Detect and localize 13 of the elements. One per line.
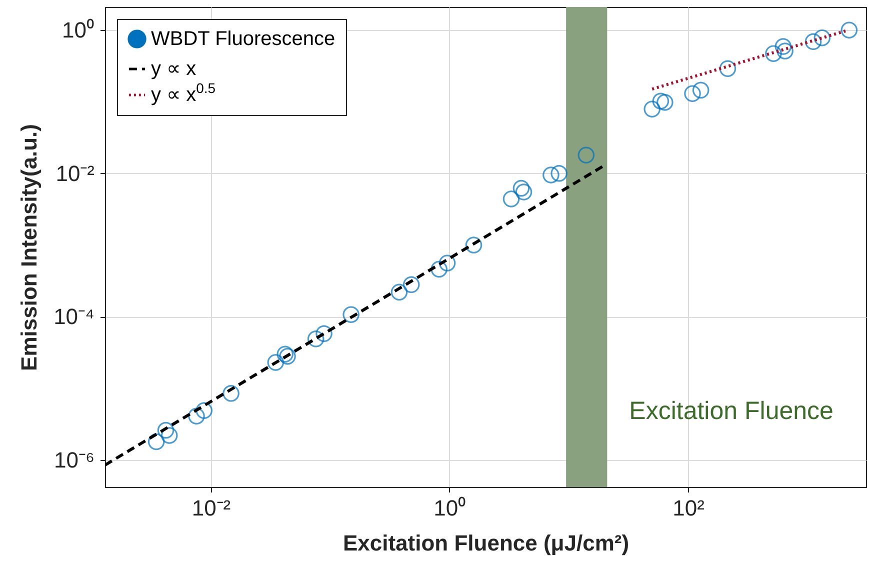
y-axis-title: Emission Intensity(a.u.) <box>16 124 42 371</box>
band-label: Excitation Fluence <box>629 397 834 425</box>
y-tick-label: 10⁰ <box>62 18 94 43</box>
x-axis-title: Excitation Fluence (μJ/cm²) <box>342 530 630 556</box>
y-tick-label: 10⁻² <box>56 160 94 186</box>
x-tick-label: 10⁰ <box>434 496 466 520</box>
legend-label: y ∝ x$^{0.5}$ <box>151 80 216 106</box>
legend-label: y ∝ x <box>151 58 196 80</box>
legend-label: WBDT Fluorescence <box>151 28 336 50</box>
x-tick-label: 10⁻² <box>192 496 231 520</box>
y-tick-label: 10⁻⁶ <box>54 448 94 473</box>
x-tick-label: 10² <box>672 496 704 520</box>
y-tick-label: 10⁻⁴ <box>54 304 94 330</box>
